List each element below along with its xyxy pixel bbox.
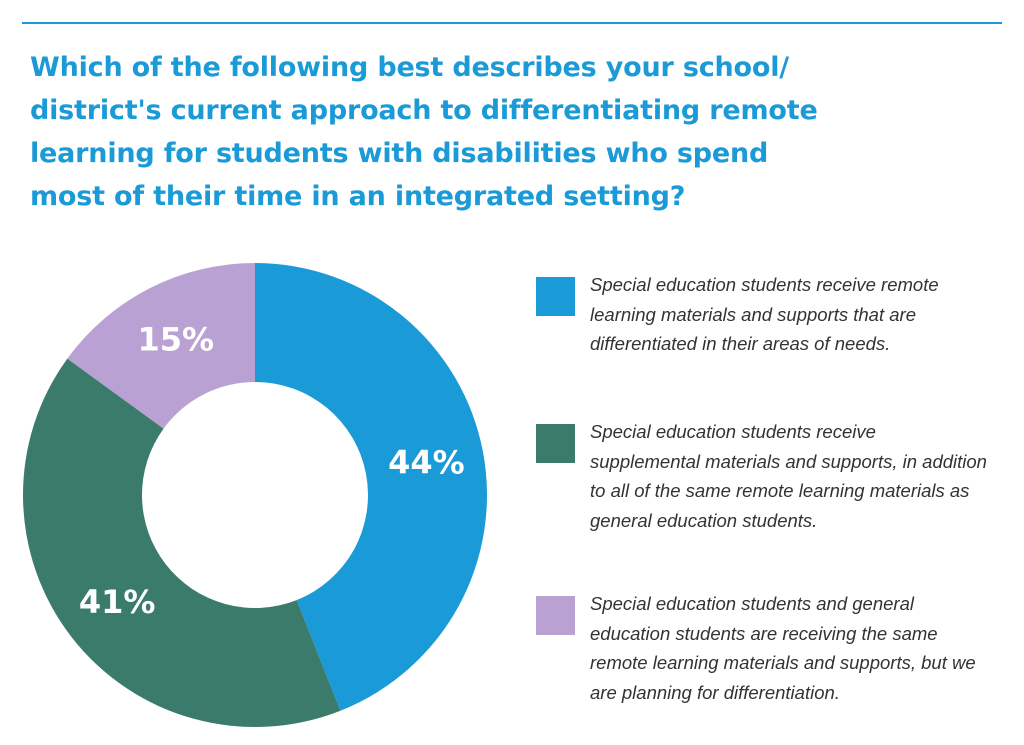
legend-label-supplemental: Special education students receive suppl… <box>590 421 987 531</box>
legend-item-planning: Special education students and general e… <box>536 589 990 707</box>
legend-label-differentiated: Special education students receive remot… <box>590 274 939 354</box>
donut-label-supplemental: 41% <box>79 583 156 621</box>
donut-label-differentiated: 44% <box>388 443 465 481</box>
donut-slice-planning <box>67 263 255 429</box>
top-divider <box>22 22 1002 24</box>
donut-slice-differentiated <box>255 263 488 711</box>
donut-label-planning: 15% <box>137 321 214 359</box>
legend-swatch-supplemental <box>536 424 575 463</box>
chart-title: Which of the following best describes yo… <box>30 52 818 212</box>
legend-swatch-differentiated <box>536 277 575 316</box>
legend-item-differentiated: Special education students receive remot… <box>536 270 990 359</box>
donut-chart: 44% 41% 15% <box>23 263 488 727</box>
legend-label-planning: Special education students and general e… <box>590 593 976 703</box>
legend-item-supplemental: Special education students receive suppl… <box>536 417 990 535</box>
legend-swatch-planning <box>536 596 575 635</box>
donut-slice-supplemental <box>23 358 341 727</box>
